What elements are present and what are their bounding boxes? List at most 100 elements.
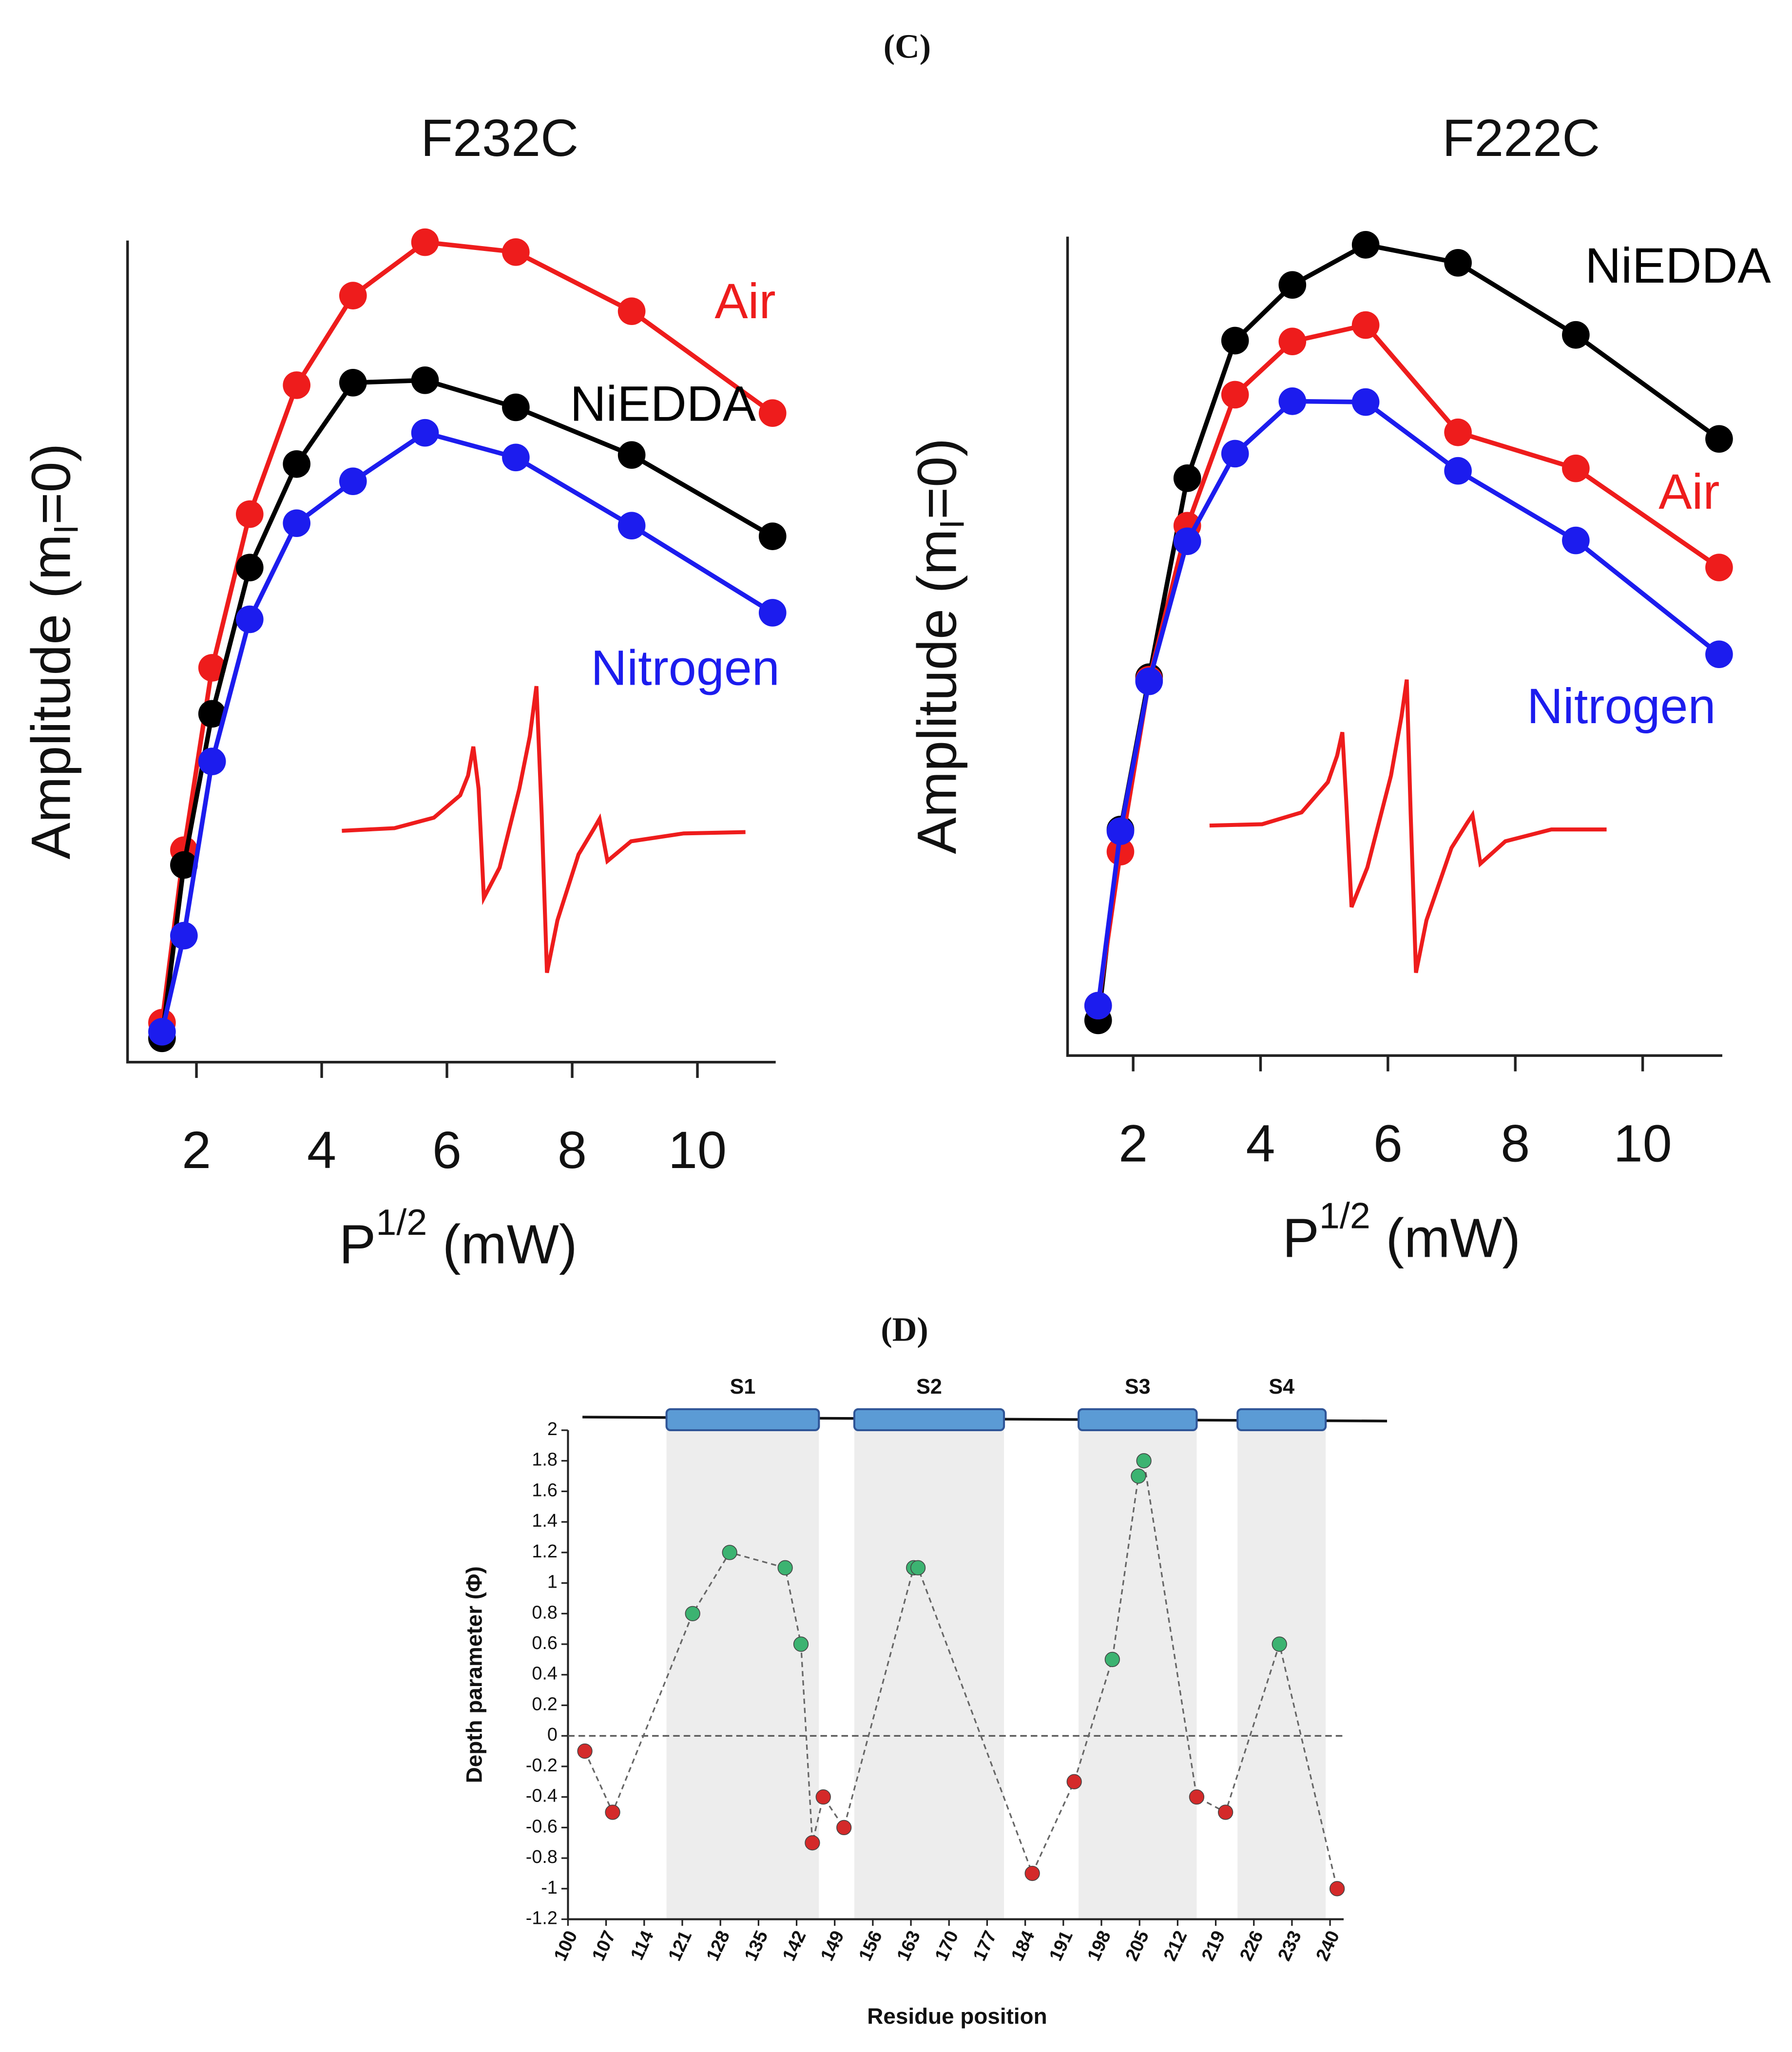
x-tick-label: 233 (1274, 1928, 1306, 1964)
chart-title: F222C (1442, 108, 1600, 167)
x-tick-label: 135 (741, 1928, 772, 1964)
data-point (617, 512, 646, 540)
y-tick-label: 2 (547, 1419, 558, 1439)
data-point (1444, 418, 1472, 446)
series-line (1096, 322, 1721, 1006)
legend-label: NiEDDA (570, 375, 756, 431)
x-tick-label: 114 (627, 1928, 658, 1963)
y-tick-label: 0.2 (532, 1694, 557, 1714)
x-tick-label: 149 (817, 1928, 848, 1964)
segment-bar (1078, 1408, 1198, 1432)
x-tick-label: 226 (1236, 1928, 1268, 1964)
y-tick-label: -1.2 (526, 1908, 558, 1929)
segment-bar (853, 1408, 1005, 1432)
data-point (836, 1820, 852, 1836)
data-point (198, 700, 226, 728)
y-tick-label: -1 (541, 1878, 558, 1898)
data-point (1218, 1804, 1233, 1820)
data-point (283, 450, 310, 478)
data-point (502, 443, 530, 472)
x-tick-label: 170 (931, 1928, 963, 1964)
data-point (1272, 1636, 1287, 1652)
data-point (339, 369, 367, 397)
data-point (170, 921, 198, 950)
y-tick-label: 1.4 (532, 1511, 557, 1531)
y-tick-label: 0 (547, 1725, 558, 1745)
x-tick-label: 240 (1312, 1928, 1344, 1964)
x-axis-label-part: P (1282, 1207, 1319, 1269)
x-tick-label: 4 (307, 1120, 336, 1179)
x-tick-label: 8 (1501, 1114, 1530, 1173)
legend-label: NiEDDA (1585, 237, 1771, 293)
data-point (1131, 1468, 1146, 1484)
x-tick-label: 142 (779, 1928, 810, 1964)
x-axis-label: P1/2 (mW) (1282, 1196, 1521, 1269)
region-band (1237, 1430, 1326, 1919)
y-axis-label-part: Amplitude (m (906, 529, 968, 854)
data-point (758, 399, 787, 427)
y-axis-label-part: =0) (906, 438, 968, 519)
y-axis-label: Amplitude (mI=0) (20, 443, 85, 860)
data-point (1221, 381, 1249, 409)
data-point (502, 238, 530, 266)
data-point (1104, 1651, 1120, 1668)
x-tick-label: 184 (1007, 1928, 1039, 1964)
data-point (1444, 457, 1472, 485)
data-point (411, 366, 439, 394)
epr-spectrum (342, 686, 746, 974)
data-point (411, 228, 439, 256)
data-point (1135, 667, 1163, 695)
x-axis-label: Residue position (867, 2003, 1047, 2029)
data-point (617, 441, 646, 469)
data-point (1278, 387, 1307, 415)
x-tick-label: 198 (1083, 1928, 1115, 1964)
x-tick-label: 156 (855, 1928, 886, 1964)
y-tick-label: -0.2 (526, 1755, 558, 1776)
data-point (1562, 526, 1590, 555)
y-tick-label: 1.6 (532, 1480, 557, 1500)
data-point (758, 522, 787, 550)
data-point (1024, 1865, 1040, 1881)
x-axis-label-part: (mW) (1370, 1207, 1521, 1269)
data-point (235, 554, 264, 582)
data-point (148, 1017, 176, 1046)
y-tick-label: 0.8 (532, 1602, 557, 1623)
data-point (339, 282, 367, 309)
data-point (1351, 388, 1380, 416)
legend-label: Nitrogen (1527, 678, 1715, 734)
x-tick-label: 128 (702, 1928, 734, 1964)
segment-label: S3 (1125, 1375, 1151, 1399)
data-point (1221, 440, 1249, 468)
data-point (793, 1636, 809, 1652)
y-axis-label: Amplitude (mI=0) (906, 438, 971, 854)
x-tick-label: 8 (558, 1120, 587, 1179)
data-point (605, 1804, 620, 1820)
series-line (159, 378, 774, 1039)
segment-label: S1 (730, 1375, 756, 1399)
x-tick-label: 4 (1246, 1114, 1275, 1173)
legend-label: Air (714, 273, 775, 329)
data-point (1444, 249, 1472, 277)
x-tick-label: 177 (969, 1928, 1001, 1964)
x-tick-label: 219 (1198, 1928, 1230, 1964)
data-point (685, 1606, 700, 1621)
data-point (1329, 1881, 1345, 1897)
segment-bar (1236, 1408, 1327, 1432)
y-axis-label: Depth parameter (Φ) (462, 1566, 487, 1783)
data-point (1136, 1453, 1152, 1469)
data-point (1084, 992, 1112, 1020)
x-tick-label: 2 (182, 1120, 211, 1179)
data-point (1173, 464, 1201, 492)
x-tick-label: 6 (432, 1120, 462, 1179)
data-point (1562, 321, 1590, 349)
y-tick-label: 1.8 (532, 1450, 557, 1470)
x-axis-label-part: 1/2 (1319, 1196, 1370, 1237)
data-point (502, 393, 530, 422)
data-point (198, 748, 226, 775)
x-tick-label: 10 (1614, 1114, 1672, 1173)
data-point (1106, 838, 1135, 866)
y-axis-label-part: Amplitude (m (20, 534, 82, 859)
segment-label: S4 (1269, 1375, 1294, 1399)
data-point (339, 467, 367, 495)
